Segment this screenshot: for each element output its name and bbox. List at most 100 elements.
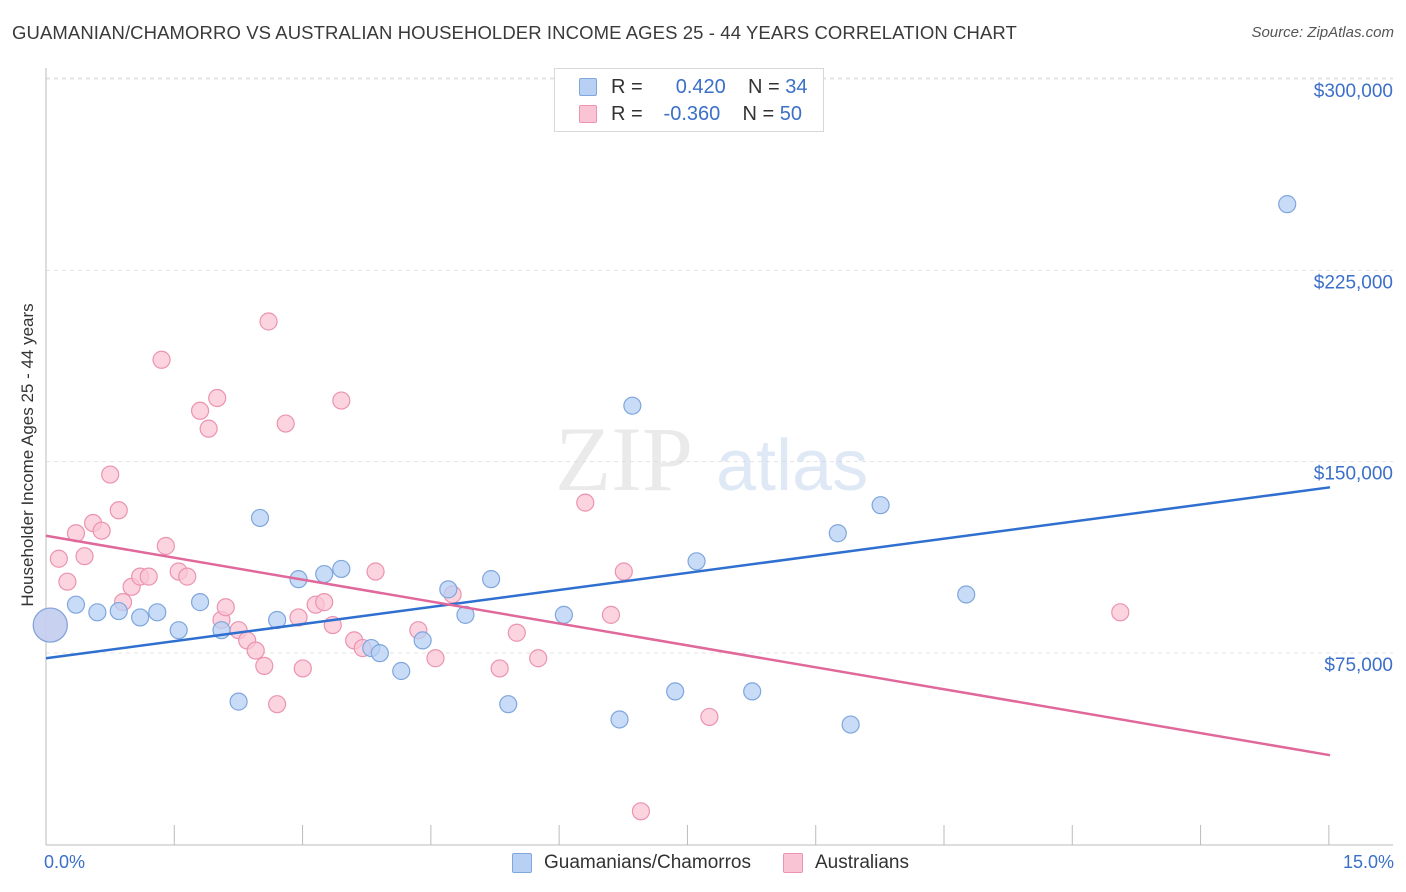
guamanians-point bbox=[743, 682, 762, 701]
legend-label-australians: Australians bbox=[814, 852, 909, 873]
australians-point bbox=[139, 567, 158, 586]
australians-point bbox=[1111, 603, 1130, 622]
australians-point bbox=[109, 501, 128, 520]
legend-item-australians[interactable]: Australians bbox=[782, 852, 909, 874]
guamanians-point bbox=[148, 603, 167, 622]
guamanians-point bbox=[610, 710, 629, 729]
series-legend: Guamanians/Chamorros Australians bbox=[512, 852, 941, 874]
legend-swatch-blue bbox=[579, 78, 597, 96]
grid-lines bbox=[46, 77, 1393, 654]
australians-point bbox=[190, 401, 210, 420]
australians-point bbox=[58, 572, 77, 591]
guamanians-point bbox=[413, 631, 432, 650]
australians-point bbox=[101, 465, 120, 484]
guamanians-point bbox=[370, 644, 389, 663]
guamanians-point bbox=[499, 695, 518, 714]
legend-row-guamanians: R = 0.420 N = 34 bbox=[579, 74, 808, 100]
source-label: Source: ZipAtlas.com bbox=[1251, 24, 1394, 41]
australians-point bbox=[315, 593, 334, 612]
y-tick-label: $150,000 bbox=[1314, 464, 1393, 485]
legend-r-label: R = bbox=[611, 102, 643, 125]
australians-point bbox=[529, 649, 548, 668]
legend-item-guamanians[interactable]: Guamanians/Chamorros bbox=[512, 852, 751, 874]
guamanians-point bbox=[1278, 195, 1297, 214]
australians-point bbox=[268, 695, 287, 714]
australians-point bbox=[576, 493, 595, 512]
australians-point bbox=[332, 391, 351, 410]
australians-points bbox=[32, 312, 1130, 821]
x-tick-label-min: 0.0% bbox=[44, 852, 86, 872]
australians-point bbox=[49, 549, 68, 568]
australians-point bbox=[293, 659, 312, 678]
australians-point bbox=[614, 562, 633, 581]
guamanians-point bbox=[828, 524, 847, 543]
australians-point bbox=[276, 414, 295, 433]
guamanians-point bbox=[957, 585, 976, 604]
guamanians-points bbox=[32, 195, 1297, 734]
australians-point bbox=[255, 656, 274, 675]
y-tick-label: $300,000 bbox=[1314, 81, 1393, 102]
legend-n-value: 50 bbox=[779, 102, 802, 125]
australians-point bbox=[152, 350, 171, 369]
trend-lines bbox=[45, 486, 1331, 757]
watermark: ZIP atlas bbox=[555, 408, 868, 510]
guamanians-point bbox=[871, 496, 890, 515]
y-axis-label: Householder Income Ages 25 - 44 years bbox=[18, 303, 37, 607]
australians-point bbox=[199, 419, 218, 438]
legend-label-guamanians: Guamanians/Chamorros bbox=[544, 852, 751, 873]
legend-swatch-blue bbox=[512, 853, 532, 873]
guamanians-trend-line bbox=[45, 486, 1331, 660]
legend-n-label: N = bbox=[748, 75, 780, 98]
australians-point bbox=[259, 312, 278, 331]
guamanians-point bbox=[190, 593, 210, 612]
guamanians-point bbox=[623, 396, 642, 415]
guamanians-point bbox=[439, 580, 458, 599]
watermark-atlas: atlas bbox=[716, 426, 868, 506]
y-tick-label: $225,000 bbox=[1314, 272, 1393, 293]
guamanians-point bbox=[554, 605, 573, 624]
y-tick-labels: $75,000 $150,000 $225,000 $300,000 bbox=[1314, 81, 1393, 676]
guamanians-point bbox=[250, 508, 270, 528]
legend-n-label: N = bbox=[742, 102, 775, 125]
legend-row-australians: R = -0.360 N = 50 bbox=[579, 101, 802, 127]
guamanians-point bbox=[131, 608, 150, 627]
guamanians-point bbox=[66, 595, 86, 614]
guamanians-point bbox=[841, 715, 860, 734]
australians-point bbox=[178, 567, 197, 586]
guamanians-point bbox=[482, 570, 501, 589]
australians-point bbox=[156, 536, 175, 556]
australians-point bbox=[601, 605, 621, 624]
legend-n-value: 34 bbox=[785, 75, 808, 98]
axes bbox=[45, 68, 1393, 846]
legend-swatch-pink bbox=[579, 105, 597, 123]
guamanians-point bbox=[229, 692, 248, 711]
x-tick-label-max: 15.0% bbox=[1342, 852, 1394, 872]
chart-title: GUAMANIAN/CHAMORRO VS AUSTRALIAN HOUSEHO… bbox=[12, 22, 1017, 43]
australians-trend-line bbox=[45, 534, 1331, 757]
correlation-legend: R = 0.420 N = 34 R = -0.360 N = 50 bbox=[554, 68, 824, 132]
guamanians-point bbox=[332, 559, 351, 579]
australians-point bbox=[507, 623, 526, 642]
australians-point bbox=[208, 388, 227, 408]
legend-r-value: -0.360 bbox=[663, 102, 721, 125]
guamanians-point bbox=[169, 621, 188, 640]
guamanians-point bbox=[315, 564, 334, 584]
australians-point bbox=[75, 547, 94, 566]
guamanians-point bbox=[666, 682, 685, 701]
legend-swatch-pink bbox=[782, 853, 803, 873]
australians-point bbox=[92, 521, 111, 540]
australians-point bbox=[289, 608, 308, 627]
australians-point bbox=[426, 649, 445, 668]
australians-point bbox=[631, 802, 651, 821]
guamanians-point bbox=[32, 607, 68, 643]
australians-point bbox=[216, 598, 235, 617]
legend-r-label: R = bbox=[611, 75, 643, 98]
guamanians-point bbox=[392, 661, 411, 681]
australians-point bbox=[700, 707, 719, 727]
australians-point bbox=[490, 659, 509, 678]
guamanians-point bbox=[88, 603, 107, 622]
watermark-zip: ZIP bbox=[555, 408, 693, 510]
y-tick-label: $75,000 bbox=[1324, 655, 1393, 676]
australians-point bbox=[366, 562, 385, 581]
